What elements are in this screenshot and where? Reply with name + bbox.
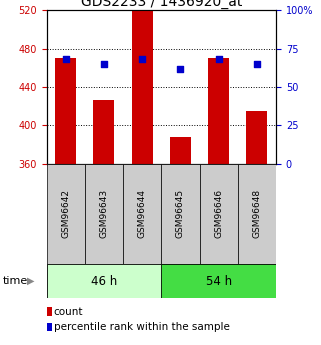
Text: GSM96642: GSM96642 [61,189,70,238]
Bar [47,264,161,298]
Bar [47,164,85,264]
Point [216,57,221,62]
Text: percentile rank within the sample: percentile rank within the sample [54,322,230,332]
Point [254,61,259,67]
Text: ▶: ▶ [27,276,35,286]
Bar [170,137,191,164]
Text: 54 h: 54 h [206,275,232,288]
Bar [123,164,161,264]
Point [178,66,183,71]
Bar [238,164,276,264]
Bar [93,100,115,164]
Text: GSM96645: GSM96645 [176,189,185,238]
Point [101,61,107,67]
Point [140,57,145,62]
Text: count: count [54,307,83,316]
Text: GSM96644: GSM96644 [138,189,147,238]
Title: GDS2233 / 1436920_at: GDS2233 / 1436920_at [81,0,242,9]
Text: GSM96646: GSM96646 [214,189,223,238]
Bar [247,111,267,164]
Bar [161,164,200,264]
Text: GSM96648: GSM96648 [252,189,261,238]
Text: time: time [3,276,29,286]
Bar [208,58,229,164]
Text: GSM96643: GSM96643 [100,189,108,238]
Bar [85,164,123,264]
Bar [161,264,276,298]
Bar [132,10,153,164]
Point [63,57,68,62]
Bar [200,164,238,264]
Text: 46 h: 46 h [91,275,117,288]
Bar [55,58,76,164]
